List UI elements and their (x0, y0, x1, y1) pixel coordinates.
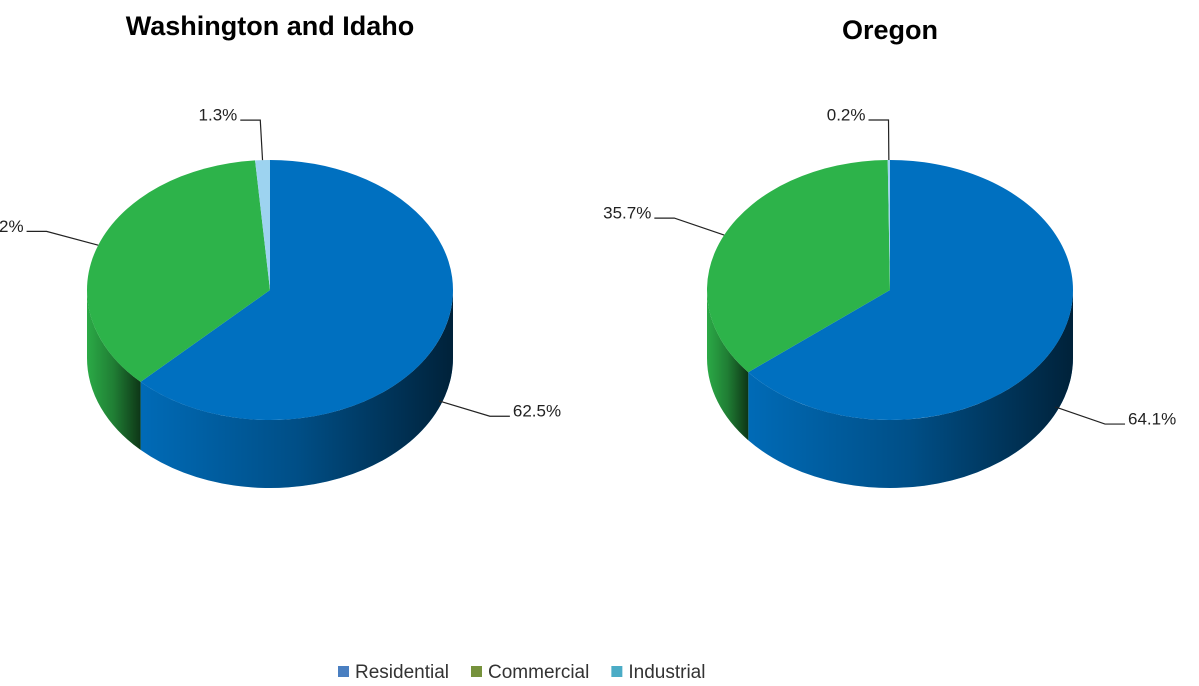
pie-slice (255, 160, 270, 290)
pie-side-shade (140, 290, 453, 488)
legend-swatch (611, 666, 623, 677)
leader-line (26, 230, 99, 246)
leader-line (868, 119, 890, 161)
chart-title: Oregon (842, 15, 938, 45)
legend-label: Industrial (628, 662, 705, 683)
pie-side-shade (707, 290, 749, 441)
legend-label: Commercial (488, 662, 589, 683)
pie-slice (707, 160, 890, 373)
pie-side-shade (87, 290, 141, 450)
data-label: 64.1% (1128, 410, 1176, 429)
pie-slice (887, 160, 890, 290)
leader-line (654, 217, 725, 236)
legend-swatch (338, 666, 349, 677)
pie-slice (748, 160, 1073, 420)
leader-line (438, 400, 510, 417)
data-label: 62.5% (513, 402, 561, 421)
data-label: 0.2% (827, 105, 866, 124)
legend-label: Residential (355, 662, 449, 683)
data-label: 35.7% (603, 204, 651, 223)
pie-slice (87, 160, 270, 382)
pie-side-shade (748, 290, 1073, 488)
leader-line (1055, 406, 1126, 425)
legend-swatch (471, 666, 482, 677)
data-label: 36.2% (0, 217, 24, 236)
pie-slice (140, 160, 453, 420)
leader-line (240, 119, 264, 161)
chart-title: Washington and Idaho (126, 11, 414, 41)
data-label: 1.3% (199, 106, 238, 125)
